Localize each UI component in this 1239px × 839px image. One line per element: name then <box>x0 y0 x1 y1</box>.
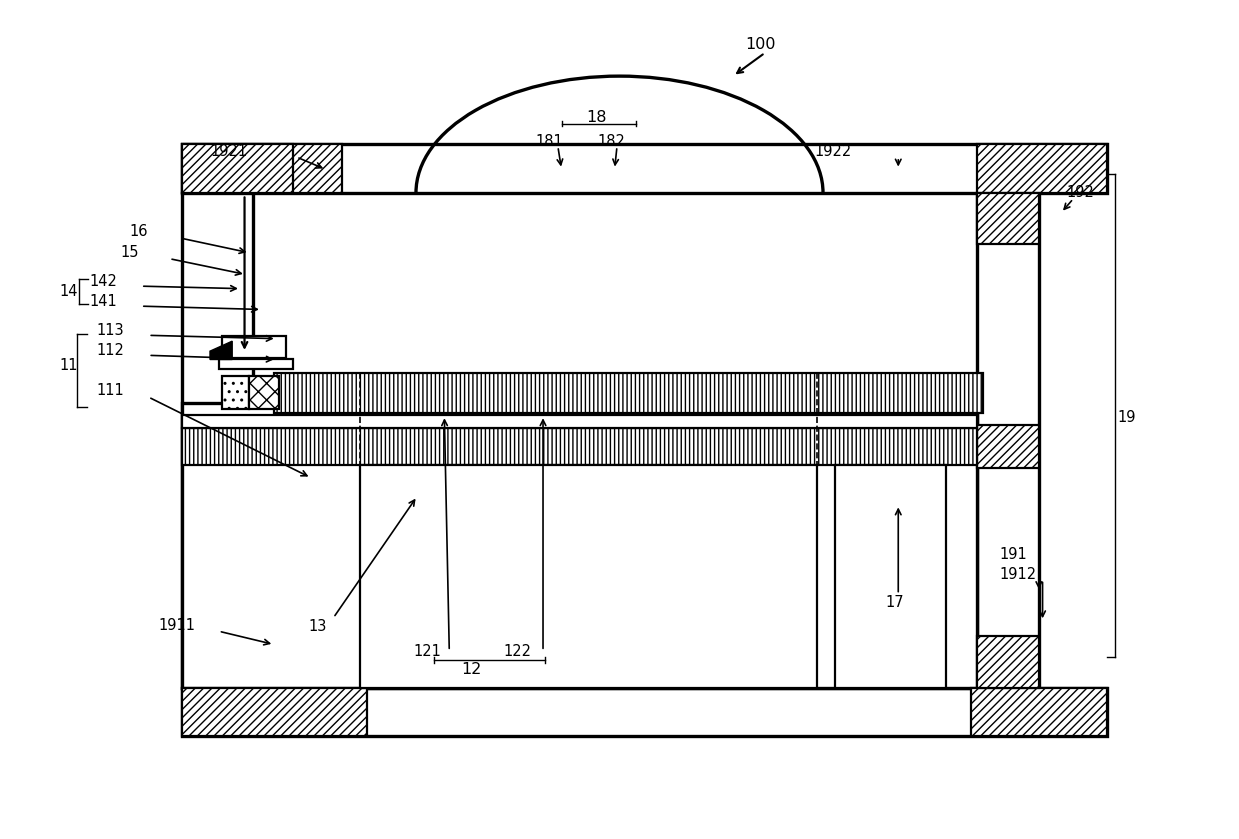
Bar <box>182 193 253 688</box>
Bar <box>222 336 286 357</box>
Bar <box>249 376 279 409</box>
Text: 111: 111 <box>97 383 124 398</box>
Text: 1911: 1911 <box>159 618 196 633</box>
Bar <box>182 428 978 466</box>
Bar <box>182 144 342 193</box>
Bar <box>218 358 292 368</box>
Text: 182: 182 <box>597 134 626 149</box>
Bar <box>971 688 1106 736</box>
Text: 142: 142 <box>89 274 116 289</box>
Text: 181: 181 <box>535 134 564 149</box>
Bar <box>978 193 1038 244</box>
Bar <box>182 688 1106 736</box>
Text: 1922: 1922 <box>814 143 851 159</box>
Bar <box>274 373 984 413</box>
Text: 15: 15 <box>120 245 139 260</box>
Bar <box>222 376 249 409</box>
Polygon shape <box>209 341 232 359</box>
Bar <box>182 688 367 736</box>
Text: 11: 11 <box>59 357 78 373</box>
Text: 17: 17 <box>886 596 904 610</box>
Text: 16: 16 <box>130 225 149 239</box>
Text: 192: 192 <box>1066 185 1094 201</box>
Bar <box>978 425 1038 468</box>
Text: 1912: 1912 <box>1000 567 1037 582</box>
Bar <box>361 466 817 688</box>
Bar <box>835 466 947 688</box>
Bar <box>978 193 1038 688</box>
Text: 113: 113 <box>97 323 124 338</box>
Bar <box>978 144 1106 193</box>
Bar <box>182 144 292 193</box>
Text: 121: 121 <box>414 644 441 659</box>
Text: 141: 141 <box>89 294 116 310</box>
Text: 112: 112 <box>97 343 124 357</box>
Text: 122: 122 <box>503 644 532 659</box>
Text: 100: 100 <box>746 37 776 52</box>
Bar <box>182 403 978 688</box>
Text: 18: 18 <box>586 110 607 125</box>
Text: 1921: 1921 <box>209 143 247 159</box>
Text: 12: 12 <box>462 662 482 677</box>
Bar <box>978 636 1038 688</box>
Text: 14: 14 <box>59 284 78 300</box>
Text: 13: 13 <box>309 618 327 633</box>
Bar <box>182 415 978 428</box>
Bar <box>182 144 1106 193</box>
Text: 19: 19 <box>1118 410 1136 425</box>
Bar <box>361 466 817 688</box>
Text: 191: 191 <box>1000 547 1027 562</box>
